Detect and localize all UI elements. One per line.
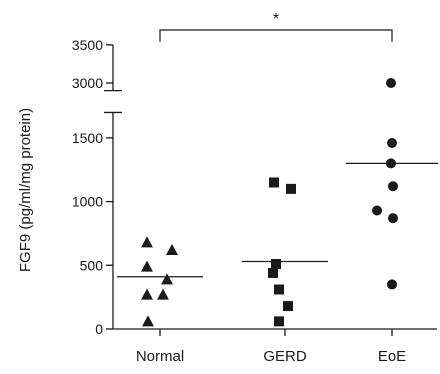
square-point [286, 183, 296, 194]
significance-label: * [273, 11, 279, 28]
triangle-point [141, 236, 153, 248]
circle-point [388, 213, 398, 224]
y-axis-label: FGF9 (pg/ml/mg protein) [17, 108, 34, 272]
triangle-point [157, 288, 169, 300]
y-tick-label: 0 [95, 321, 103, 337]
x-tick-label: EoE [378, 348, 406, 365]
circle-point [387, 137, 397, 148]
square-point [271, 259, 281, 270]
square-point [274, 316, 284, 327]
y-axis: 0 500 1000 1500 3000 3500 [72, 37, 437, 337]
y-tick-label: 1000 [72, 194, 103, 210]
square-point [274, 284, 284, 295]
x-tick-label: Normal [136, 348, 184, 365]
circle-point [388, 181, 398, 192]
x-tick-label: GERD [263, 348, 307, 365]
triangle-point [141, 288, 153, 300]
y-tick-label: 3000 [72, 75, 103, 91]
y-tick-label: 3500 [72, 37, 103, 53]
triangle-point [161, 273, 173, 285]
bracket-line [159, 29, 393, 42]
data-points [117, 78, 438, 327]
significance-bracket: * [159, 11, 393, 42]
square-point [268, 267, 278, 278]
circle-point [372, 205, 382, 216]
triangle-point [141, 260, 153, 272]
triangle-point [142, 315, 154, 327]
circle-point [386, 78, 396, 88]
y-tick-label: 1500 [72, 130, 103, 146]
circle-point [387, 279, 397, 290]
square-point [269, 177, 279, 188]
x-axis-labels: Normal GERD EoE [136, 329, 406, 365]
triangle-point [166, 244, 178, 256]
y-tick-label: 500 [80, 257, 104, 273]
square-point [283, 301, 293, 312]
